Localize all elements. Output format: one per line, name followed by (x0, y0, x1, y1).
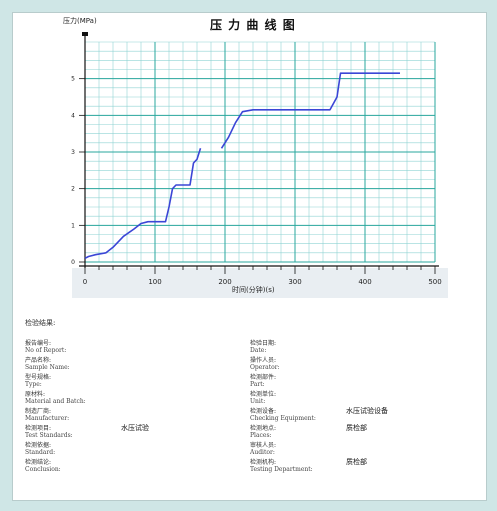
x-tick-label: 500 (428, 278, 441, 286)
report-field-row: 报告编号: No of Report: (25, 340, 250, 355)
field-label-en: Manufacturer: (25, 415, 115, 422)
y-tick-label: 2 (71, 186, 75, 193)
field-label-en: Test Standards: (25, 432, 115, 439)
field-label-cn: 原材料: (25, 391, 115, 398)
field-label-cn: 检测单位: (250, 391, 340, 398)
report-field-row: 检验日期: Date: (250, 340, 465, 355)
field-label-cn: 操作人员: (250, 357, 340, 364)
field-value: 水压试验 (121, 425, 149, 432)
report-field-row: 检测依据: Standard: (25, 442, 250, 457)
field-label-en: Unit: (250, 398, 340, 405)
field-label-cn: 检测机构: (250, 459, 340, 466)
report-field-row: 检测部件: Part: (250, 374, 465, 389)
field-label-en: Conclusion: (25, 466, 115, 473)
report-title: 检验结果: (25, 318, 465, 328)
field-label-en: Part: (250, 381, 340, 388)
field-label-en: Operator: (250, 364, 340, 371)
field-label: 检测结论: Conclusion: (25, 459, 115, 473)
report-field-row: 制造厂商: Manufacturer: (25, 408, 250, 423)
field-label-en: Sample Name: (25, 364, 115, 371)
report-field-row: 检测地点: Places: 质检部 (250, 425, 465, 440)
report-left-column: 报告编号: No of Report: 产品名称: Sample Name: 型号规格:… (25, 340, 250, 476)
x-tick-label: 0 (83, 278, 87, 286)
y-tick-label: 4 (71, 112, 75, 119)
field-label: 报告编号: No of Report: (25, 340, 115, 354)
field-label: 检测单位: Unit: (250, 391, 340, 405)
field-label-cn: 检测项目: (25, 425, 115, 432)
y-tick-label: 0 (71, 259, 75, 266)
field-label: 检测地点: Places: (250, 425, 340, 439)
x-axis-label: 时间(分钟)(s) (232, 285, 275, 295)
field-label-cn: 检测结论: (25, 459, 115, 466)
field-label: 检验日期: Date: (250, 340, 340, 354)
field-value: 质检部 (346, 459, 367, 466)
report-field-row: 操作人员: Operator: (250, 357, 465, 372)
field-label-cn: 型号规格: (25, 374, 115, 381)
report-section: 检验结果: 报告编号: No of Report: 产品名称: Sample Name… (25, 318, 465, 476)
field-label-en: Material and Batch: (25, 398, 115, 405)
field-label-cn: 检测设备: (250, 408, 340, 415)
report-field-row: 检测结论: Conclusion: (25, 459, 250, 474)
field-label: 原材料: Material and Batch: (25, 391, 115, 405)
y-tick-label: 5 (71, 76, 75, 83)
field-label: 检测依据: Standard: (25, 442, 115, 456)
field-label-cn: 检测地点: (250, 425, 340, 432)
field-label-en: Standard: (25, 449, 115, 456)
x-tick-label: 300 (288, 278, 301, 286)
field-label-en: Date: (250, 347, 340, 354)
chart-title: 压 力 曲 线 图 (210, 16, 296, 33)
report-field-row: 型号规格: Type: (25, 374, 250, 389)
report-field-row: 检测机构: Testing Department: 质检部 (250, 459, 465, 474)
field-label: 型号规格: Type: (25, 374, 115, 388)
field-label-cn: 产品名称: (25, 357, 115, 364)
y-axis-arrow (82, 32, 88, 36)
field-label: 产品名称: Sample Name: (25, 357, 115, 371)
field-label: 操作人员: Operator: (250, 357, 340, 371)
report-right-column: 检验日期: Date: 操作人员: Operator: 检测部件: Part: 检测单位: U… (250, 340, 465, 476)
y-tick-label: 1 (71, 222, 75, 229)
field-label-cn: 审核人员: (250, 442, 340, 449)
report-field-row: 审核人员: Auditor: (250, 442, 465, 457)
field-label-en: Testing Department: (250, 466, 340, 473)
field-label-en: Type: (25, 381, 115, 388)
field-label: 检测部件: Part: (250, 374, 340, 388)
y-axis-label: 压力(MPa) (63, 16, 97, 26)
field-label-en: Auditor: (250, 449, 340, 456)
field-label-cn: 制造厂商: (25, 408, 115, 415)
field-label-en: Checking Equipment: (250, 415, 340, 422)
field-label-cn: 检测依据: (25, 442, 115, 449)
report-field-row: 原材料: Material and Batch: (25, 391, 250, 406)
report-field-row: 检测设备: Checking Equipment: 水压试验设备 (250, 408, 465, 423)
x-tick-label: 400 (358, 278, 371, 286)
field-value: 水压试验设备 (346, 408, 388, 415)
field-label: 检测项目: Test Standards: (25, 425, 115, 439)
report-field-row: 检测项目: Test Standards: 水压试验 (25, 425, 250, 440)
x-tick-label: 100 (148, 278, 161, 286)
y-tick-label: 3 (71, 149, 75, 156)
field-label-cn: 检验日期: (250, 340, 340, 347)
field-label-en: Places: (250, 432, 340, 439)
field-label: 制造厂商: Manufacturer: (25, 408, 115, 422)
pressure-line-segment (222, 73, 401, 148)
field-label-cn: 检测部件: (250, 374, 340, 381)
report-field-row: 产品名称: Sample Name: (25, 357, 250, 372)
report-field-row: 检测单位: Unit: (250, 391, 465, 406)
field-label: 检测设备: Checking Equipment: (250, 408, 340, 422)
field-label: 审核人员: Auditor: (250, 442, 340, 456)
field-label-en: No of Report: (25, 347, 115, 354)
field-label-cn: 报告编号: (25, 340, 115, 347)
field-label: 检测机构: Testing Department: (250, 459, 340, 473)
x-tick-label: 200 (218, 278, 231, 286)
field-value: 质检部 (346, 425, 367, 432)
